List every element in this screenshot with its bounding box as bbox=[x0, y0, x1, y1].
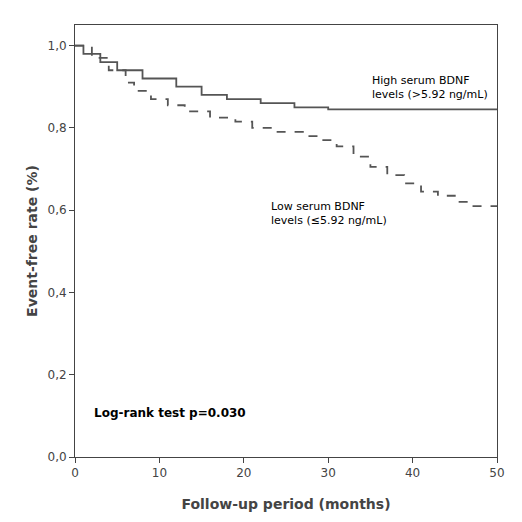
svg-text:0,6: 0,6 bbox=[48, 203, 67, 217]
svg-text:High serum BDNFlevels (>5.92 n: High serum BDNFlevels (>5.92 ng/mL) bbox=[372, 74, 488, 101]
svg-text:Follow-up period (months): Follow-up period (months) bbox=[181, 496, 390, 512]
svg-text:0,8: 0,8 bbox=[48, 121, 67, 135]
svg-text:40: 40 bbox=[405, 466, 420, 480]
svg-text:50: 50 bbox=[489, 466, 504, 480]
svg-text:10: 10 bbox=[152, 466, 167, 480]
svg-text:30: 30 bbox=[321, 466, 336, 480]
svg-text:Log-rank test p=0.030: Log-rank test p=0.030 bbox=[94, 406, 246, 420]
svg-text:Low serum BDNFlevels (≤5.92 ng: Low serum BDNFlevels (≤5.92 ng/mL) bbox=[271, 200, 387, 227]
svg-text:0,0: 0,0 bbox=[48, 450, 67, 464]
svg-text:Event-free rate (%): Event-free rate (%) bbox=[24, 165, 40, 317]
svg-text:0,4: 0,4 bbox=[48, 286, 67, 300]
svg-text:1,0: 1,0 bbox=[48, 39, 67, 53]
svg-text:0: 0 bbox=[71, 466, 79, 480]
svg-text:20: 20 bbox=[236, 466, 251, 480]
svg-text:0,2: 0,2 bbox=[48, 368, 67, 382]
